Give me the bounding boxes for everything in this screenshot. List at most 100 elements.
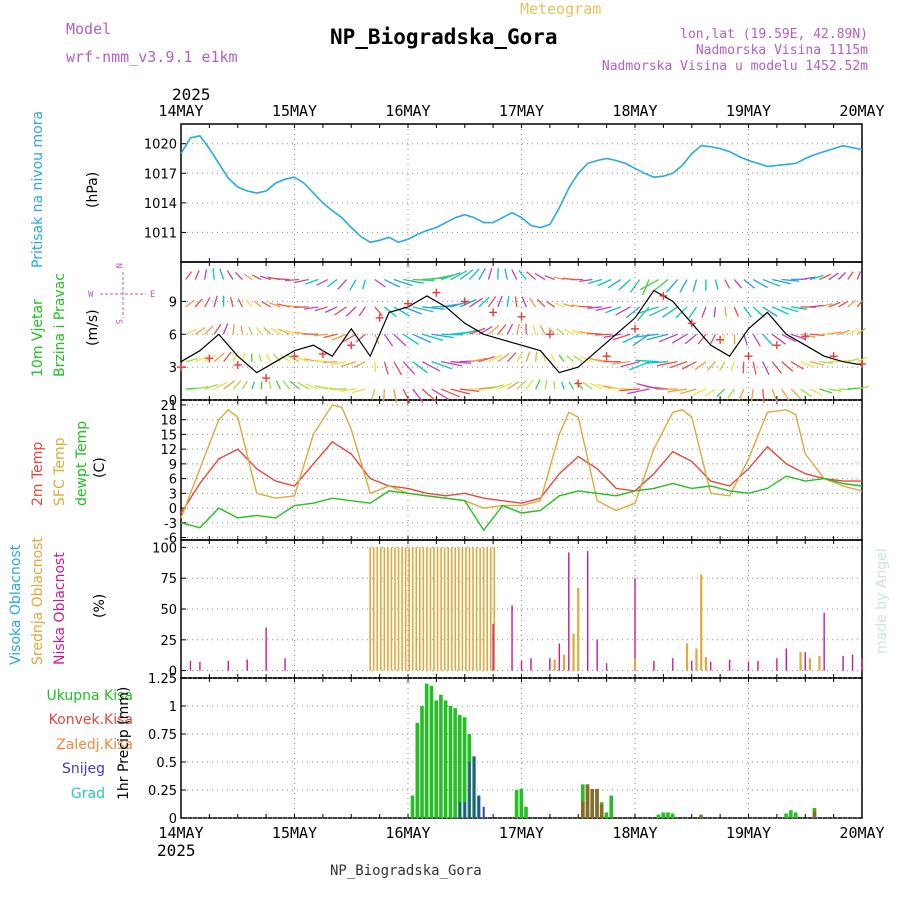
- wind-arrow: [620, 361, 640, 368]
- wind-arrow: [459, 298, 477, 308]
- x-date-label-top: 16MAY: [385, 102, 430, 120]
- wind-arrow: [809, 388, 823, 396]
- y-tick-label: 1020: [144, 138, 177, 153]
- precip-bar-total: [604, 812, 609, 818]
- model-altitude-label: Nadmorska Visina u modelu 1452.52m: [602, 59, 868, 74]
- wind-arrow: [573, 355, 584, 363]
- wind-arrow: [497, 382, 512, 390]
- wind-arrow: [488, 384, 505, 390]
- wind-arrow: [566, 355, 574, 363]
- precip-bar-total: [429, 685, 434, 818]
- compass-north: N: [113, 263, 123, 268]
- wind-arrow: [847, 271, 854, 280]
- wind-arrow: [597, 278, 612, 287]
- wind-ylabel: 10m Vjetar Brzina i Pravac: [30, 273, 68, 377]
- wind-arrow: [222, 323, 229, 335]
- wind-arrow: [393, 278, 413, 287]
- precip-bar-total: [443, 700, 448, 818]
- wind-arrow: [809, 304, 825, 308]
- wind-arrow: [185, 328, 197, 335]
- wind-arrow: [571, 329, 584, 335]
- wind-arrow: [268, 301, 281, 308]
- wind-arrow: [431, 333, 454, 339]
- wind-arrow: [528, 297, 537, 308]
- wind-arrow: [226, 270, 234, 280]
- wind-arrow: [323, 333, 338, 339]
- wind-arrow: [240, 325, 244, 335]
- wind-arrow: [412, 388, 424, 403]
- wind-arrow: [278, 328, 291, 335]
- wind-arrow: [713, 306, 717, 318]
- wind-arrow: [431, 361, 453, 370]
- precip-bar-total: [656, 814, 661, 818]
- wind-arrow: [393, 306, 411, 317]
- wind-arrow: [384, 278, 400, 288]
- wind-arrow: [314, 333, 328, 337]
- wind-arrow: [639, 278, 659, 291]
- precip-bar-total: [519, 788, 524, 818]
- wind-arrow: [611, 387, 631, 390]
- y-tick-label: 75: [160, 572, 177, 587]
- compass-south: S: [113, 319, 123, 324]
- wind-arrow: [544, 379, 548, 390]
- wind-arrow: [582, 381, 593, 390]
- wind-arrow: [627, 388, 650, 395]
- wind-arrow: [707, 361, 716, 371]
- wind-arrow: [339, 388, 357, 392]
- high-cloud-ylabel: Visoka Oblacnost: [8, 544, 24, 665]
- wind-arrow: [828, 331, 842, 335]
- precip-bar-freezing: [590, 788, 594, 818]
- wind-arrow: [704, 388, 716, 397]
- wind-arrow: [469, 357, 488, 363]
- wind-arrow: [422, 333, 444, 342]
- wind-arrow: [204, 296, 211, 308]
- precip-bar-freezing: [699, 815, 703, 818]
- wind-arrow: [781, 361, 794, 372]
- wind-arrow: [450, 388, 471, 395]
- wind-arrow: [629, 279, 641, 293]
- wind-arrow: [636, 306, 659, 315]
- wind-arrow: [468, 268, 480, 280]
- wind-arrow: [645, 361, 669, 364]
- y-tick-label: 0.75: [148, 728, 177, 743]
- wind-arrow: [618, 279, 631, 291]
- y-tick-label: 0.25: [148, 784, 177, 799]
- wind-arrow: [345, 306, 357, 317]
- wind-arrow: [506, 352, 517, 363]
- wind-arrow: [666, 279, 679, 293]
- precip-bar-total: [784, 813, 788, 818]
- wind-arrow: [564, 328, 574, 335]
- wind-arrow: [595, 333, 612, 336]
- x-date-label-top: 15MAY: [272, 102, 317, 120]
- x-date-label-bottom: 20MAY: [839, 824, 884, 842]
- wind-arrow: [669, 361, 688, 369]
- temp-unit: (C): [92, 457, 108, 478]
- wind-arrow: [679, 279, 688, 293]
- wind-arrow: [622, 333, 641, 344]
- wind-arrow: [305, 383, 319, 390]
- precip-bar-total: [448, 706, 453, 818]
- wind-arrow: [213, 323, 222, 335]
- wind-arrow: [539, 325, 546, 335]
- wind-arrow: [268, 380, 272, 390]
- wind-arrow: [243, 273, 253, 281]
- precip-bar-total: [453, 708, 457, 818]
- wind-arrow: [652, 279, 669, 292]
- wind-arrow: [771, 361, 783, 375]
- wind-arrow: [349, 279, 357, 291]
- wind-arrow: [272, 353, 281, 363]
- wind-arrow: [771, 333, 786, 345]
- wind-arrow: [440, 272, 461, 281]
- precip-legend-hail: Grad: [71, 786, 105, 802]
- wind-arrow: [213, 295, 218, 308]
- wind-arrow: [800, 333, 816, 338]
- wind-arrow: [219, 268, 225, 280]
- wind-arrow: [516, 323, 520, 335]
- wind-arrow: [743, 306, 752, 318]
- pressure-ylabel: Pritisak na nivou mora: [30, 111, 46, 268]
- precip-bar-snow: [459, 802, 461, 818]
- wind-arrow: [431, 388, 450, 400]
- wind-arrow: [355, 333, 366, 343]
- y-tick-label: 6: [169, 328, 177, 343]
